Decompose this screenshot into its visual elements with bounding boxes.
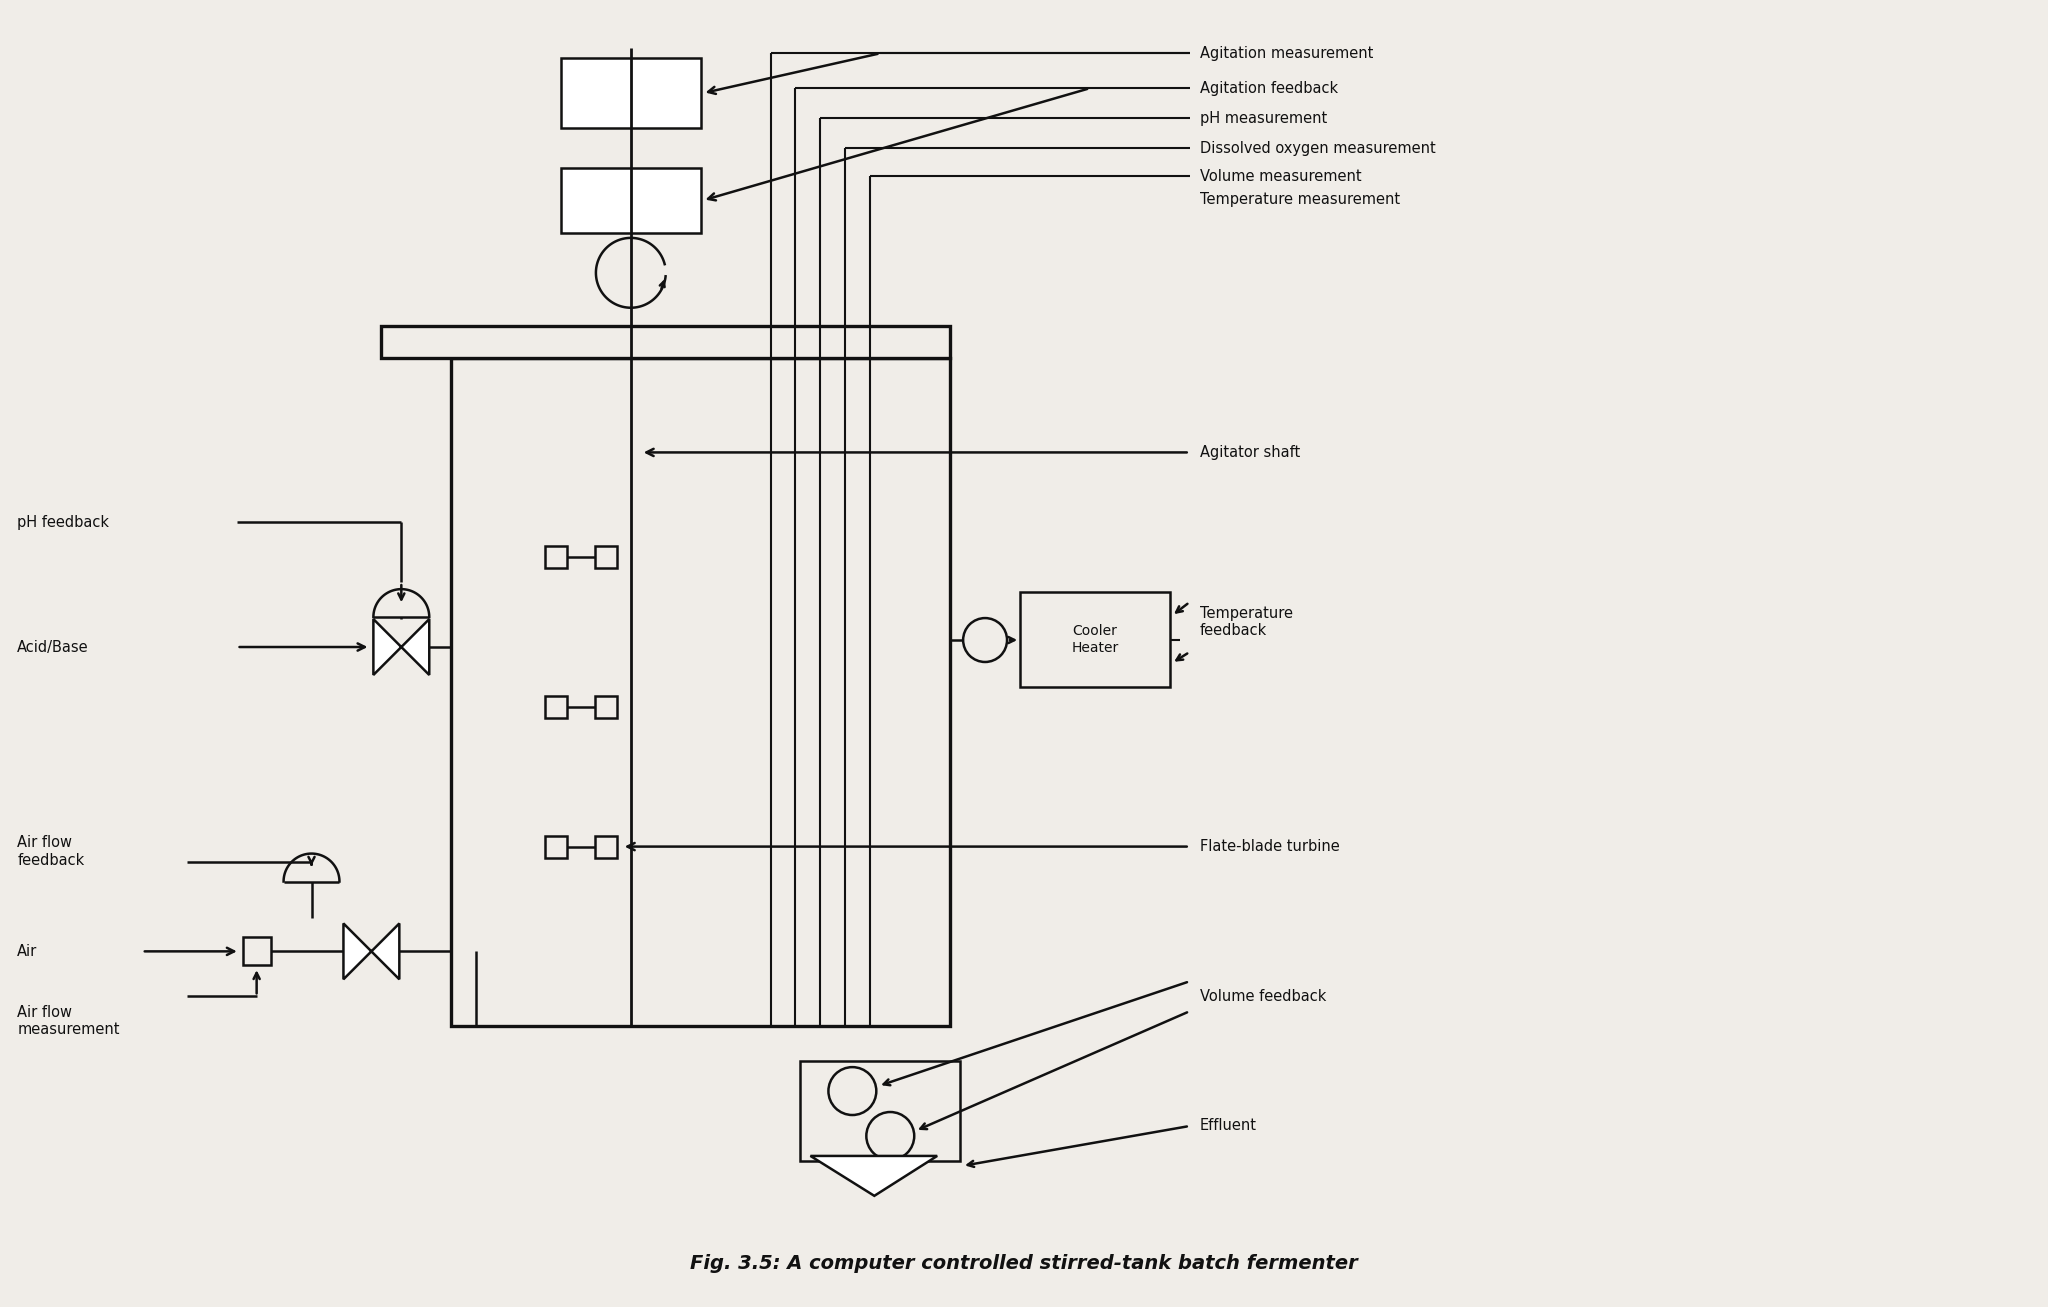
Text: Temperature measurement: Temperature measurement — [1200, 192, 1399, 208]
Bar — [545, 695, 567, 718]
Text: Agitation measurement: Agitation measurement — [1200, 46, 1372, 61]
Polygon shape — [373, 620, 430, 674]
Text: Acid/Base: Acid/Base — [16, 639, 88, 655]
Bar — [594, 835, 616, 857]
Bar — [242, 937, 270, 966]
Text: pH feedback: pH feedback — [16, 515, 109, 529]
Bar — [451, 358, 950, 1026]
Bar — [545, 546, 567, 569]
Text: Cooler
Heater: Cooler Heater — [1071, 625, 1118, 655]
Bar — [801, 1061, 961, 1161]
Text: Volume measurement: Volume measurement — [1200, 169, 1362, 183]
Bar — [1020, 592, 1169, 687]
Text: Agitation feedback: Agitation feedback — [1200, 81, 1337, 95]
Bar — [561, 169, 700, 233]
Polygon shape — [344, 924, 399, 979]
Text: Effluent: Effluent — [1200, 1119, 1257, 1133]
Text: Air flow
feedback: Air flow feedback — [16, 835, 84, 868]
Text: Volume feedback: Volume feedback — [1200, 989, 1325, 1004]
Text: Air: Air — [16, 944, 37, 959]
Text: pH measurement: pH measurement — [1200, 111, 1327, 125]
Text: Dissolved oxygen measurement: Dissolved oxygen measurement — [1200, 141, 1436, 156]
Text: Air flow
measurement: Air flow measurement — [16, 1005, 119, 1038]
Text: Agitator shaft: Agitator shaft — [1200, 444, 1300, 460]
Text: Temperature
feedback: Temperature feedback — [1200, 606, 1292, 638]
Bar — [545, 835, 567, 857]
Text: Fig. 3.5: A computer controlled stirred-tank batch fermenter: Fig. 3.5: A computer controlled stirred-… — [690, 1255, 1358, 1273]
Bar — [381, 325, 950, 358]
Bar — [594, 695, 616, 718]
Bar — [594, 546, 616, 569]
Text: Flate-blade turbine: Flate-blade turbine — [1200, 839, 1339, 853]
Bar — [561, 59, 700, 128]
Polygon shape — [811, 1155, 938, 1196]
